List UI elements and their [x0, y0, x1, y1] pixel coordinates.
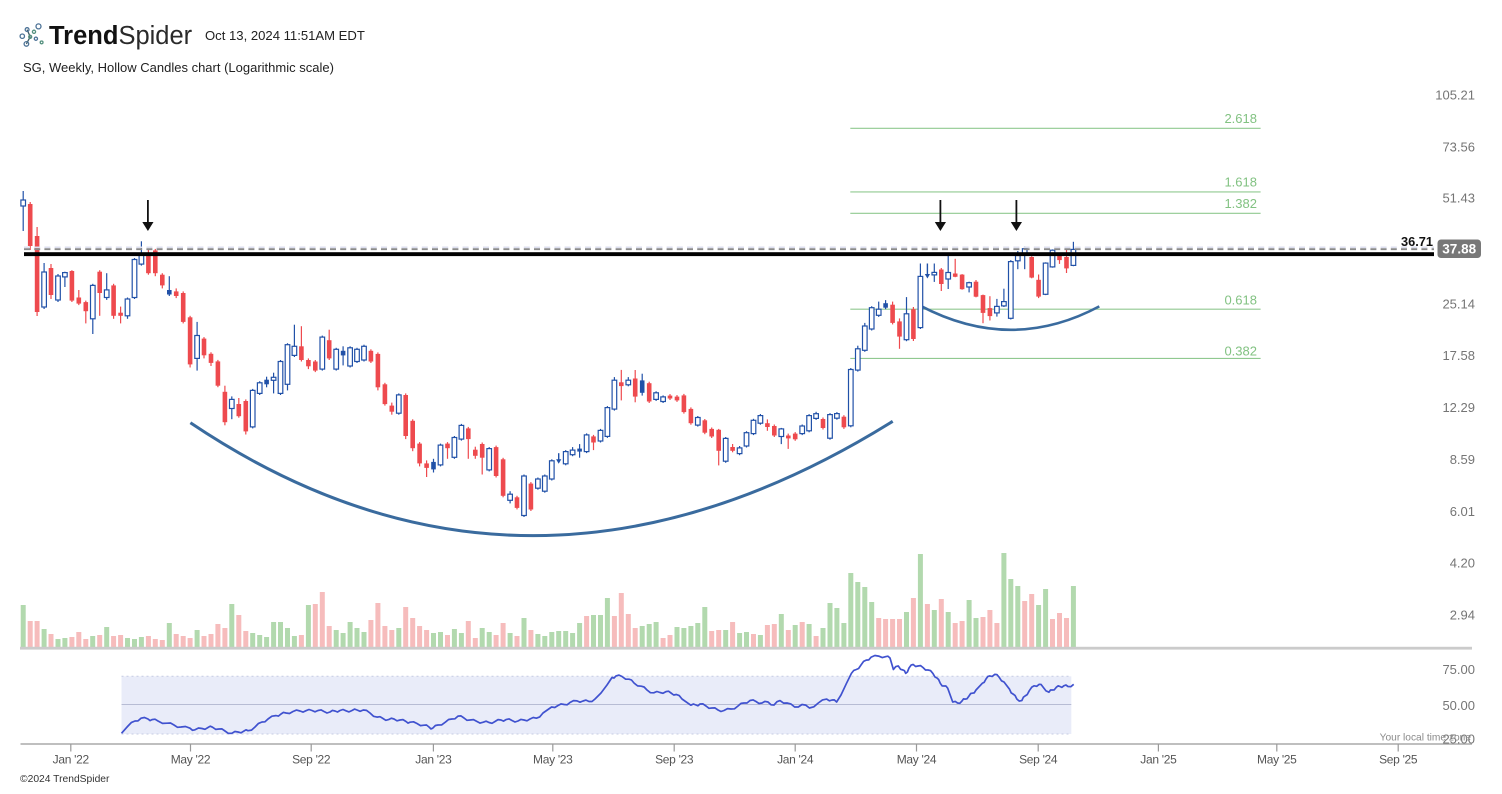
svg-text:SG, Weekly, Hollow Candles cha: SG, Weekly, Hollow Candles chart (Logari…	[23, 60, 334, 75]
svg-text:1.618: 1.618	[1224, 175, 1257, 190]
svg-text:May '22: May '22	[171, 753, 211, 767]
svg-text:TrendSpider: TrendSpider	[49, 22, 193, 50]
svg-text:51.43: 51.43	[1442, 191, 1475, 206]
svg-text:4.20: 4.20	[1450, 556, 1475, 571]
svg-text:1.382: 1.382	[1224, 196, 1257, 211]
svg-text:105.21: 105.21	[1435, 88, 1475, 103]
svg-text:0.382: 0.382	[1224, 344, 1257, 359]
svg-text:May '23: May '23	[533, 753, 573, 767]
svg-text:73.56: 73.56	[1442, 140, 1475, 155]
svg-text:Jan '23: Jan '23	[415, 753, 452, 767]
svg-text:Jan '25: Jan '25	[1140, 753, 1177, 767]
svg-text:36.71: 36.71	[1401, 234, 1433, 249]
svg-text:75.00: 75.00	[1442, 662, 1475, 677]
svg-text:2.94: 2.94	[1450, 608, 1475, 623]
svg-text:Sep '24: Sep '24	[1019, 753, 1058, 767]
svg-text:25.14: 25.14	[1442, 296, 1475, 311]
svg-text:2.618: 2.618	[1224, 111, 1257, 126]
svg-text:May '25: May '25	[1257, 753, 1297, 767]
svg-text:17.58: 17.58	[1442, 348, 1475, 363]
svg-text:25.00: 25.00	[1442, 731, 1475, 746]
svg-text:Sep '23: Sep '23	[655, 753, 694, 767]
svg-text:May '24: May '24	[897, 753, 937, 767]
svg-text:©2024 TrendSpider: ©2024 TrendSpider	[20, 774, 110, 785]
svg-text:Your local time zone: Your local time zone	[1380, 733, 1472, 744]
svg-text:Sep '22: Sep '22	[292, 753, 331, 767]
svg-text:Sep '25: Sep '25	[1379, 753, 1418, 767]
svg-text:6.01: 6.01	[1450, 504, 1475, 519]
svg-text:12.29: 12.29	[1442, 400, 1475, 415]
svg-text:0.618: 0.618	[1224, 292, 1257, 307]
svg-text:Jan '24: Jan '24	[777, 753, 814, 767]
svg-text:Oct 13, 2024 11:51AM EDT: Oct 13, 2024 11:51AM EDT	[205, 28, 365, 43]
svg-text:8.59: 8.59	[1450, 452, 1475, 467]
svg-text:Jan '22: Jan '22	[53, 753, 90, 767]
svg-text:37.88: 37.88	[1442, 241, 1476, 256]
svg-text:50.00: 50.00	[1442, 698, 1475, 713]
